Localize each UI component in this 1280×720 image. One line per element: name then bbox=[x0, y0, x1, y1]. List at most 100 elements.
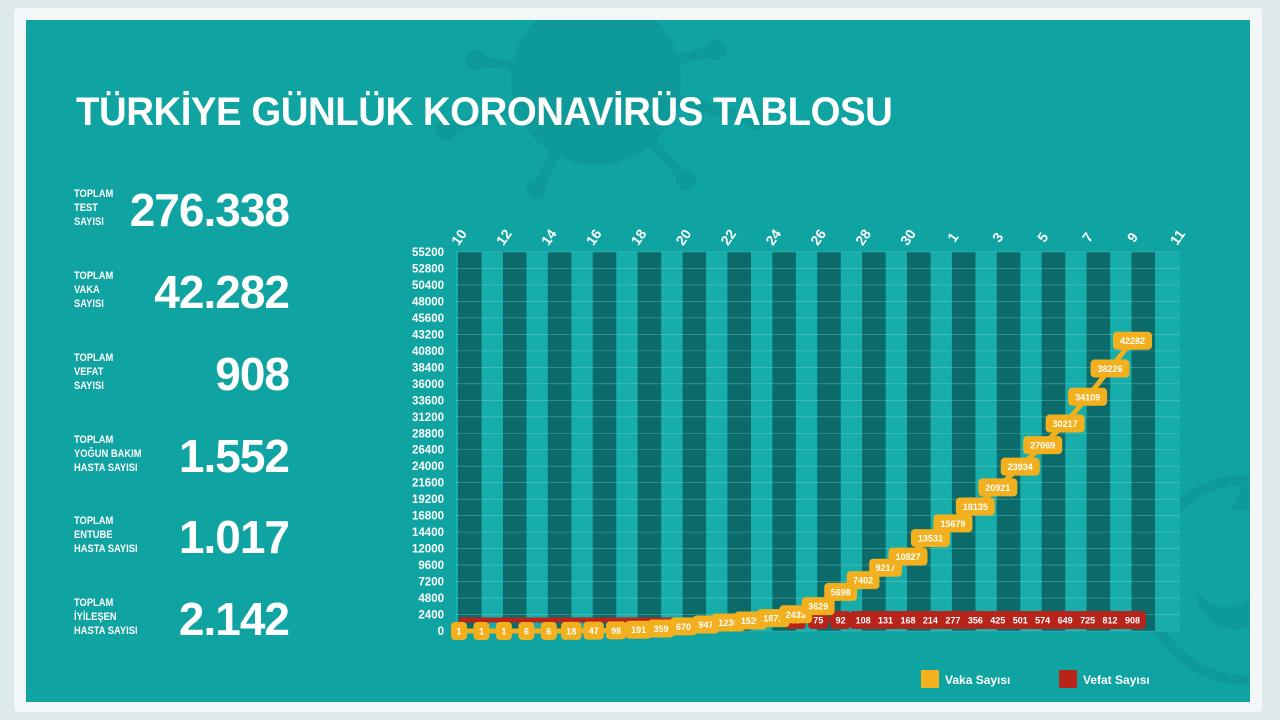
vefat-data-label: 75 bbox=[813, 616, 823, 626]
grid-column bbox=[682, 252, 707, 631]
x-tick-label: 1 bbox=[944, 229, 962, 245]
y-tick-label: 31200 bbox=[412, 412, 444, 424]
vaka-data-label: 38226 bbox=[1098, 364, 1123, 374]
vaka-data-label: 42282 bbox=[1120, 336, 1145, 346]
grid-column bbox=[592, 252, 617, 631]
x-tick-label: 26 bbox=[807, 226, 829, 248]
vaka-data-label: 7402 bbox=[853, 576, 873, 586]
vaka-point bbox=[605, 621, 627, 640]
x-tick-label: 24 bbox=[762, 226, 784, 248]
grid-column bbox=[502, 252, 527, 631]
vaka-point bbox=[910, 529, 950, 548]
vaka-point bbox=[955, 497, 995, 516]
x-tick-label: 5 bbox=[1034, 229, 1052, 245]
y-tick-label: 19200 bbox=[412, 494, 444, 506]
vefat-data-label: 108 bbox=[856, 616, 871, 626]
y-tick-label: 38400 bbox=[412, 362, 444, 374]
x-tick-label: 3 bbox=[989, 229, 1007, 245]
y-tick-label: 0 bbox=[438, 626, 444, 638]
vefat-point bbox=[939, 611, 967, 629]
vaka-data-label: 27069 bbox=[1030, 441, 1055, 451]
x-tick-label: 7 bbox=[1079, 229, 1097, 245]
stat-label: TOPLAM İYİLEŞEN HASTA SAYISI bbox=[74, 597, 138, 637]
x-tick-label: 16 bbox=[583, 226, 605, 248]
vaka-data-label: 6 bbox=[524, 626, 529, 636]
vefat-data-label: 277 bbox=[945, 616, 960, 626]
y-tick-label: 7200 bbox=[418, 577, 444, 589]
vaka-data-label: 1529 bbox=[741, 616, 761, 626]
x-tick-label: 12 bbox=[493, 226, 515, 248]
stat-value: 908 bbox=[215, 348, 290, 400]
grid-column bbox=[637, 252, 662, 631]
vaka-data-label: 23934 bbox=[1008, 462, 1033, 472]
vaka-data-label: 359 bbox=[654, 624, 669, 634]
y-tick-label: 26400 bbox=[412, 445, 444, 457]
y-tick-label: 16800 bbox=[412, 511, 444, 523]
vefat-data-label: 92 bbox=[836, 616, 846, 626]
vaka-point bbox=[933, 514, 973, 533]
vefat-point bbox=[872, 611, 899, 629]
vaka-data-label: 18135 bbox=[963, 502, 988, 512]
stat-value: 1.552 bbox=[178, 430, 290, 482]
vaka-point bbox=[1045, 414, 1085, 433]
grid-column bbox=[458, 252, 482, 631]
vaka-data-label: 947 bbox=[698, 620, 713, 630]
x-tick-label: 18 bbox=[627, 226, 649, 248]
grid-column bbox=[727, 252, 751, 631]
vaka-point bbox=[495, 621, 512, 640]
vaka-point bbox=[540, 621, 557, 640]
vaka-data-label: 98 bbox=[611, 626, 621, 636]
vaka-data-label: 6 bbox=[546, 626, 551, 636]
vefat-point bbox=[1029, 611, 1056, 629]
vaka-data-label: 15679 bbox=[940, 519, 965, 529]
x-tick-label: 22 bbox=[717, 226, 739, 248]
x-tick-label: 10 bbox=[448, 226, 470, 248]
grid-column bbox=[1131, 252, 1156, 631]
vaka-point bbox=[1090, 359, 1130, 378]
vaka-point bbox=[473, 621, 490, 640]
vefat-data-label: 131 bbox=[878, 616, 893, 626]
vaka-data-label: 1872 bbox=[763, 614, 783, 624]
vefat-point bbox=[894, 611, 922, 629]
vaka-data-label: 191 bbox=[631, 625, 646, 635]
vaka-point bbox=[1000, 457, 1040, 476]
vaka-point bbox=[518, 621, 535, 640]
vaka-point bbox=[1023, 436, 1063, 455]
grid-column bbox=[1086, 252, 1111, 631]
vaka-data-label: 3629 bbox=[808, 602, 828, 612]
vaka-data-label: 670 bbox=[676, 622, 691, 632]
vaka-data-label: 1 bbox=[456, 626, 461, 636]
grid-column bbox=[951, 252, 976, 631]
y-tick-label: 36000 bbox=[412, 379, 444, 391]
stat-value: 276.338 bbox=[129, 184, 290, 236]
y-tick-label: 45600 bbox=[412, 313, 444, 325]
vefat-point bbox=[1119, 611, 1146, 629]
vefat-data-label: 812 bbox=[1103, 616, 1118, 626]
stat-label: TOPLAM ENTUBE HASTA SAYISI bbox=[74, 515, 138, 555]
vefat-data-label: 501 bbox=[1013, 616, 1028, 626]
vefat-point bbox=[962, 611, 989, 629]
vaka-data-label: 18 bbox=[566, 626, 576, 636]
grid-column bbox=[817, 252, 841, 631]
y-tick-label: 55200 bbox=[412, 247, 444, 259]
vaka-point bbox=[670, 617, 697, 636]
legend-swatch bbox=[921, 670, 939, 688]
vaka-point bbox=[561, 621, 582, 640]
stat-yogun-bakim: TOPLAM YOĞUN BAKIM HASTA SAYISI 1.552 bbox=[74, 430, 290, 503]
stat-label: TOPLAM TEST SAYISI bbox=[74, 188, 114, 228]
vaka-data-label: 47 bbox=[589, 626, 599, 636]
vefat-data-label: 214 bbox=[923, 616, 938, 626]
x-tick-label: 20 bbox=[672, 226, 694, 248]
vaka-point bbox=[625, 620, 652, 639]
vaka-data-label: 1 bbox=[479, 626, 484, 636]
vefat-data-label: 168 bbox=[900, 616, 915, 626]
vaka-data-label: 5698 bbox=[831, 587, 851, 597]
vaka-point bbox=[1068, 387, 1108, 406]
vaka-data-label: 30217 bbox=[1053, 419, 1078, 429]
vaka-data-label: 1236 bbox=[718, 618, 738, 628]
y-tick-label: 43200 bbox=[412, 329, 444, 341]
stat-vaka: TOPLAM VAKA SAYISI 42.282 bbox=[74, 266, 290, 339]
vefat-point bbox=[1006, 611, 1034, 629]
stat-value: 42.282 bbox=[154, 266, 290, 318]
y-tick-label: 24000 bbox=[412, 461, 444, 473]
